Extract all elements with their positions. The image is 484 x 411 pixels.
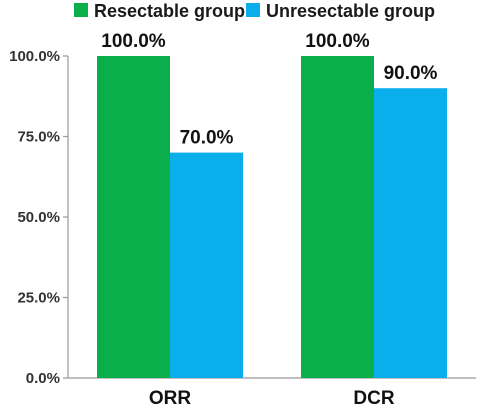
bars — [97, 56, 447, 378]
y-tick-label: 0.0% — [26, 370, 60, 387]
y-tick-label: 100.0% — [9, 48, 60, 65]
data-label-orr-series-1: 100.0% — [101, 31, 166, 52]
bar-orr-series-2 — [170, 152, 243, 378]
legend-label-2: Unresectable group — [266, 1, 435, 21]
data-label-dcr-series-1: 100.0% — [305, 31, 370, 52]
bar-dcr-series-1 — [301, 56, 374, 378]
y-tick-label: 75.0% — [17, 129, 60, 146]
x-axis-categories: ORR DCR — [149, 388, 395, 409]
bar-orr-series-1 — [97, 56, 170, 378]
category-label-orr: ORR — [149, 388, 192, 409]
data-labels: 100.0% 70.0% 100.0% 90.0% — [101, 31, 437, 149]
data-label-dcr-series-2: 90.0% — [384, 63, 438, 84]
legend-swatch-1 — [74, 3, 88, 17]
legend: Resectable group Unresectable group — [74, 1, 435, 21]
y-tick-label: 25.0% — [17, 290, 60, 307]
y-tick-label: 50.0% — [17, 209, 60, 226]
legend-swatch-2 — [246, 3, 260, 17]
bar-dcr-series-2 — [374, 88, 447, 378]
data-label-orr-series-2: 70.0% — [180, 128, 234, 149]
category-label-dcr: DCR — [353, 388, 394, 409]
legend-label-1: Resectable group — [94, 1, 245, 21]
